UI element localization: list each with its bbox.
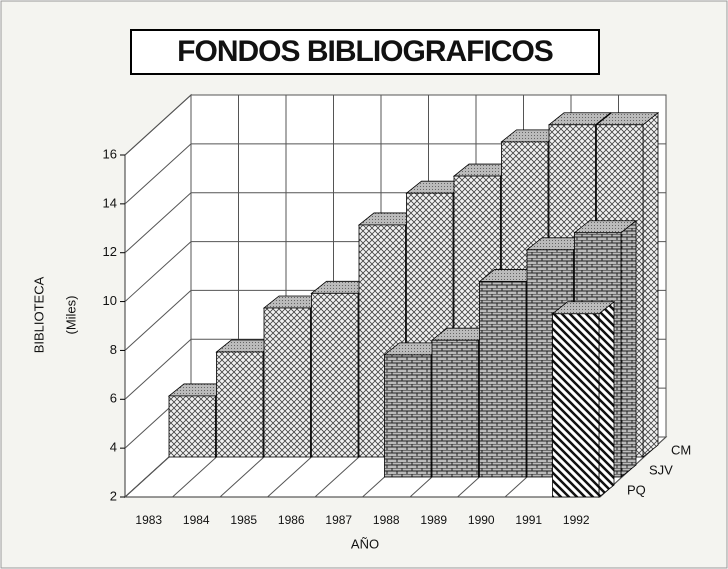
grid-line [124, 143, 192, 205]
bar [431, 339, 479, 478]
x-tick-label: 1992 [563, 513, 590, 527]
y-tick-label: 16 [103, 146, 117, 161]
bar-side [642, 111, 659, 458]
x-tick-label: 1991 [515, 513, 542, 527]
grid-line [124, 94, 192, 156]
grid-line [124, 338, 192, 400]
y-axis-label: BIBLIOTECA [31, 276, 46, 353]
legend-label: PQ [627, 482, 646, 497]
x-tick-label: 1984 [183, 513, 210, 527]
bar [263, 307, 311, 458]
bar-side [598, 300, 615, 498]
bar [311, 292, 359, 458]
x-axis-label: AÑO [351, 536, 379, 551]
x-tick-label: 1987 [325, 513, 352, 527]
grid-line [124, 192, 192, 254]
x-tick-label: 1986 [278, 513, 305, 527]
bar [168, 395, 216, 458]
y-tick-label: 2 [110, 488, 117, 503]
y-tick-label: 12 [103, 244, 117, 259]
x-tick-label: 1988 [373, 513, 400, 527]
x-tick-label: 1985 [230, 513, 257, 527]
y-tick-label: 14 [103, 195, 117, 210]
y-tick-label: 6 [110, 391, 117, 406]
bar [216, 351, 264, 458]
bar [384, 354, 432, 478]
legend-label: SJV [649, 462, 673, 477]
y-tick-label: 8 [110, 342, 117, 357]
legend-label: CM [671, 442, 691, 457]
x-tick-label: 1990 [468, 513, 495, 527]
y-tick-label: 10 [103, 293, 117, 308]
grid-line [124, 241, 192, 302]
bar [479, 281, 527, 478]
y-axis-sublabel: (Miles) [63, 296, 78, 335]
chart-title: FONDOS BIBLIOGRAFICOS [177, 35, 553, 68]
y-tick-label: 4 [110, 440, 117, 455]
bar-side [620, 219, 637, 478]
x-tick-label: 1983 [135, 513, 162, 527]
grid-line [124, 290, 192, 351]
bar [552, 313, 600, 498]
x-tick-label: 1989 [420, 513, 447, 527]
title-box [130, 29, 600, 75]
